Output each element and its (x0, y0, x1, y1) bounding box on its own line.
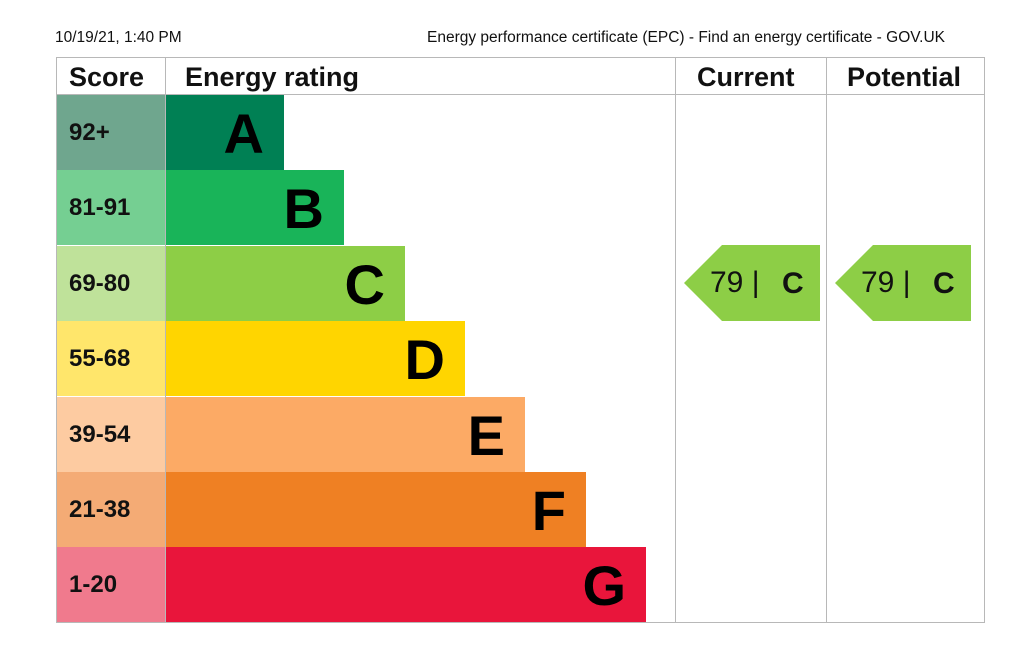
energy-rating-table: Score Energy rating Current Potential 92… (56, 57, 985, 623)
score-column-header: Score (69, 62, 145, 92)
page-title: Energy performance certificate (EPC) - F… (427, 29, 946, 46)
current-rating-letter: C (782, 267, 804, 300)
divider (675, 58, 676, 622)
band-score: 92+ (57, 95, 165, 170)
band-bar: E (166, 397, 525, 472)
band-bar: B (166, 170, 344, 245)
band-bar: C (166, 246, 405, 321)
band-bar: G (166, 547, 646, 622)
potential-rating-letter: C (933, 267, 955, 300)
print-date: 10/19/21, 1:40 PM (55, 29, 182, 46)
band-score: 55-68 (57, 321, 165, 396)
potential-rating-score: 79 | (861, 266, 911, 299)
potential-column-header: Potential (847, 62, 962, 92)
current-rating-score: 79 | (710, 266, 760, 299)
rating-column-header: Energy rating (185, 62, 360, 92)
band-bar: F (166, 472, 586, 547)
band-score: 21-38 (57, 472, 165, 547)
divider (826, 58, 827, 622)
potential-rating-arrow: 79 | C (835, 245, 971, 321)
header-divider (57, 94, 984, 95)
current-arrow-shape (684, 245, 820, 321)
band-score: 81-91 (57, 170, 165, 245)
band-score: 1-20 (57, 547, 165, 622)
band-bar: A (166, 95, 284, 170)
divider (165, 58, 166, 622)
current-column-header: Current (697, 62, 795, 92)
potential-arrow-shape (835, 245, 971, 321)
band-score: 69-80 (57, 246, 165, 321)
current-rating-arrow: 79 | C (684, 245, 820, 321)
band-bar: D (166, 321, 465, 396)
band-score: 39-54 (57, 397, 165, 472)
